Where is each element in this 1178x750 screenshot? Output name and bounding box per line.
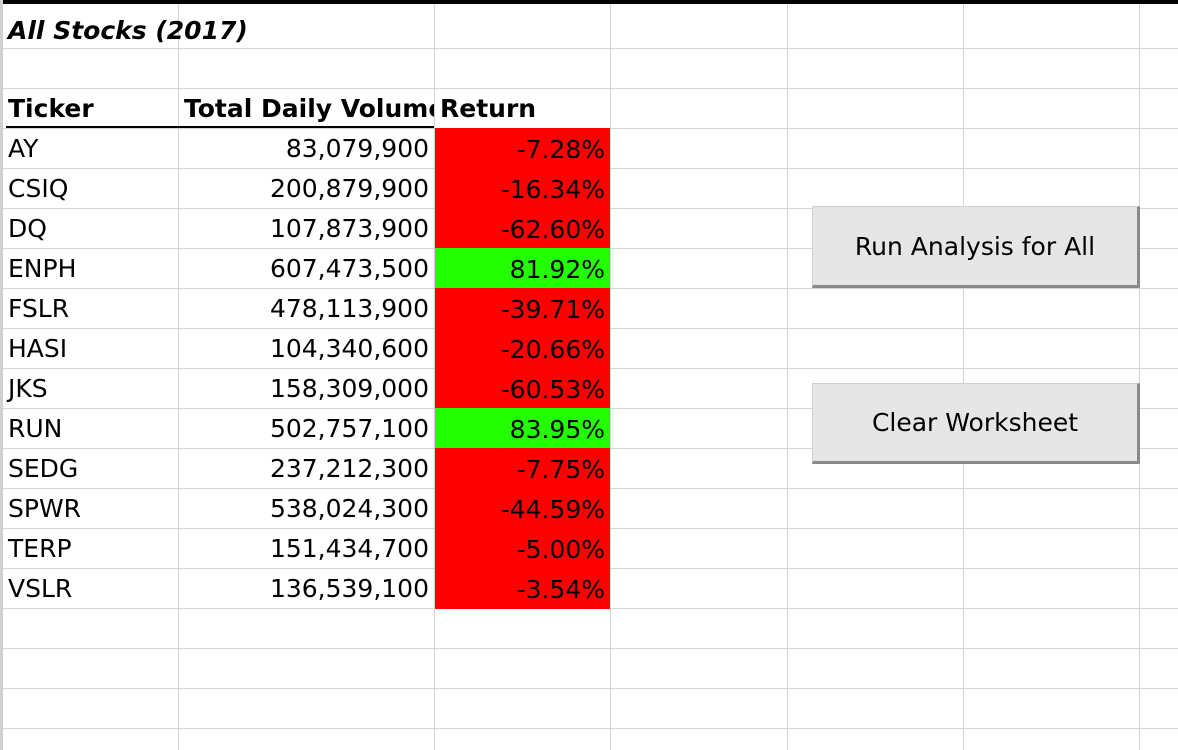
volume-cell[interactable]: 151,434,700 <box>269 534 429 563</box>
row-gridline <box>0 88 1178 89</box>
column-gridline <box>178 4 179 750</box>
return-cell-negative[interactable]: -5.00% <box>435 528 610 569</box>
ticker-cell[interactable]: CSIQ <box>8 174 69 203</box>
header-ticker: Ticker <box>8 94 94 123</box>
column-gridline <box>963 4 964 750</box>
column-gridline <box>787 4 788 750</box>
ticker-cell[interactable]: SPWR <box>8 494 82 523</box>
ticker-cell[interactable]: TERP <box>8 534 72 563</box>
run-analysis-button-label: Run Analysis for All <box>854 231 1096 261</box>
return-cell-negative[interactable]: -62.60% <box>435 208 610 249</box>
ticker-cell[interactable]: SEDG <box>8 454 79 483</box>
volume-cell[interactable]: 136,539,100 <box>269 574 429 603</box>
return-cell-negative[interactable]: -16.34% <box>435 168 610 209</box>
volume-cell[interactable]: 104,340,600 <box>269 334 429 363</box>
header-return: Return <box>440 94 537 123</box>
ticker-cell[interactable]: JKS <box>8 374 48 403</box>
ticker-cell[interactable]: ENPH <box>8 254 77 283</box>
row-gridline <box>0 648 1178 649</box>
volume-cell[interactable]: 200,879,900 <box>269 174 429 203</box>
return-cell-negative[interactable]: -7.28% <box>435 128 610 169</box>
return-cell-positive[interactable]: 83.95% <box>435 408 610 449</box>
row-gridline <box>0 728 1178 729</box>
sheet-top-border <box>0 0 1178 4</box>
sheet-title: All Stocks (2017) <box>8 16 248 45</box>
sheet-left-border <box>0 0 3 750</box>
volume-cell[interactable]: 237,212,300 <box>269 454 429 483</box>
column-gridline <box>434 4 435 750</box>
ticker-cell[interactable]: AY <box>8 134 39 163</box>
volume-cell[interactable]: 107,873,900 <box>269 214 429 243</box>
volume-cell[interactable]: 478,113,900 <box>269 294 429 323</box>
return-cell-negative[interactable]: -60.53% <box>435 368 610 409</box>
clear-worksheet-button[interactable]: Clear Worksheet <box>812 383 1140 464</box>
ticker-cell[interactable]: VSLR <box>8 574 73 603</box>
column-gridline <box>610 4 611 750</box>
clear-worksheet-button-label: Clear Worksheet <box>871 408 1079 437</box>
header-total-daily-volume: Total Daily Volume <box>184 94 434 123</box>
header-underline <box>6 126 434 128</box>
return-cell-negative[interactable]: -7.75% <box>435 448 610 489</box>
volume-cell[interactable]: 607,473,500 <box>269 254 429 283</box>
row-gridline <box>0 688 1178 689</box>
ticker-cell[interactable]: FSLR <box>8 294 70 323</box>
column-gridline <box>1139 4 1140 750</box>
volume-cell[interactable]: 158,309,000 <box>269 374 429 403</box>
row-gridline <box>0 48 1178 49</box>
return-cell-negative[interactable]: -20.66% <box>435 328 610 369</box>
volume-cell[interactable]: 502,757,100 <box>269 414 429 443</box>
run-analysis-button[interactable]: Run Analysis for All <box>812 206 1140 288</box>
return-cell-negative[interactable]: -3.54% <box>435 568 610 609</box>
return-cell-negative[interactable]: -44.59% <box>435 488 610 529</box>
volume-cell[interactable]: 83,079,900 <box>285 134 429 163</box>
volume-cell[interactable]: 538,024,300 <box>269 494 429 523</box>
ticker-cell[interactable]: DQ <box>8 214 47 243</box>
return-cell-positive[interactable]: 81.92% <box>435 248 610 289</box>
return-cell-negative[interactable]: -39.71% <box>435 288 610 329</box>
ticker-cell[interactable]: HASI <box>8 334 68 363</box>
ticker-cell[interactable]: RUN <box>8 414 63 443</box>
